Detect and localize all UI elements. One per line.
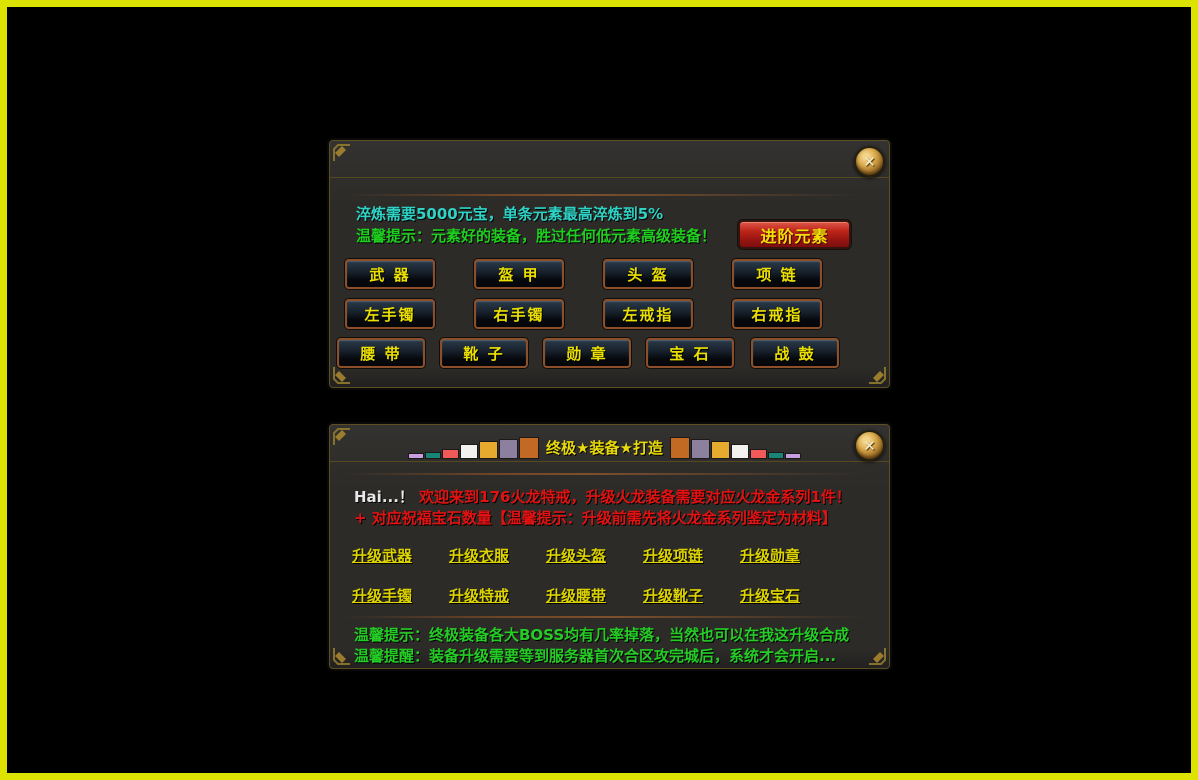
decor-block (409, 454, 424, 458)
slot-button-right-bracelet[interactable]: 右手镯 (474, 299, 564, 329)
bottom-tip-line1: 温馨提示：终极装备各大BOSS均有几率掉落，当然也可以在我这升级合成 (354, 626, 850, 644)
link-upgrade-belt[interactable]: 升级腰带 (546, 587, 607, 605)
corner-ornament-icon (869, 648, 886, 665)
decor-block (750, 450, 766, 458)
upgrade-panel-header: 终极★装备★打造 (330, 425, 889, 462)
decor-block (520, 438, 539, 458)
upgrade-panel: 终极★装备★打造 ✕ Hai...！ 欢迎来到176火龙特戒，升级火龙装备需要对… (329, 424, 890, 669)
slot-button-armor[interactable]: 盔 甲 (474, 259, 564, 289)
corner-ornament-icon (333, 648, 350, 665)
link-upgrade-medal[interactable]: 升级勋章 (740, 547, 801, 565)
decor-block (426, 453, 441, 458)
decor-block (500, 440, 518, 458)
decor-block (768, 453, 783, 458)
slot-button-necklace[interactable]: 项 链 (732, 259, 822, 289)
panel-title: 终极★装备★打造 (546, 439, 663, 457)
slot-button-medal[interactable]: 勋 章 (543, 338, 631, 368)
refine-panel-header (330, 141, 889, 178)
slot-button-belt[interactable]: 腰 带 (337, 338, 425, 368)
slot-button-boots[interactable]: 靴 子 (440, 338, 528, 368)
link-upgrade-specring[interactable]: 升级特戒 (449, 587, 510, 605)
link-upgrade-helmet[interactable]: 升级头盔 (546, 547, 607, 565)
divider (336, 194, 883, 196)
slot-button-helmet[interactable]: 头 盔 (603, 259, 693, 289)
decor-block (785, 454, 800, 458)
link-upgrade-boots[interactable]: 升级靴子 (643, 587, 704, 605)
decor-block (461, 445, 478, 458)
corner-ornament-icon (869, 367, 886, 384)
decor-block (731, 445, 748, 458)
advance-element-button[interactable]: 进阶元素 (738, 220, 851, 249)
title-decor-right (670, 438, 800, 458)
divider (336, 473, 883, 475)
welcome-line2: + 对应祝福宝石数量【温馨提示：升级前需先将火龙金系列鉴定为材料】 (354, 509, 837, 527)
slot-button-left-ring[interactable]: 左戒指 (603, 299, 693, 329)
corner-ornament-icon (333, 367, 350, 384)
slot-button-right-ring[interactable]: 右戒指 (732, 299, 822, 329)
close-icon[interactable]: ✕ (854, 430, 885, 461)
welcome-line: Hai...！ 欢迎来到176火龙特戒，升级火龙装备需要对应火龙金系列1件！ (354, 486, 851, 507)
decor-block (691, 440, 709, 458)
refine-tip-text: 温馨提示：元素好的装备，胜过任何低元素高级装备！ (356, 227, 717, 245)
welcome-prefix: Hai...！ (354, 488, 414, 506)
link-upgrade-clothes[interactable]: 升级衣服 (449, 547, 510, 565)
decor-block (711, 442, 729, 458)
slot-button-wardrum[interactable]: 战 鼓 (751, 338, 839, 368)
refine-panel: ✕ 淬炼需要5000元宝，单条元素最高淬炼到5% 温馨提示：元素好的装备，胜过任… (329, 140, 890, 388)
refine-info-text: 淬炼需要5000元宝，单条元素最高淬炼到5% (356, 205, 664, 223)
link-upgrade-bracelet[interactable]: 升级手镯 (352, 587, 413, 605)
close-icon[interactable]: ✕ (854, 146, 885, 177)
title-decor-left (409, 438, 539, 458)
link-upgrade-gem[interactable]: 升级宝石 (740, 587, 801, 605)
slot-button-weapon[interactable]: 武 器 (345, 259, 435, 289)
corner-ornament-icon (333, 428, 350, 445)
link-upgrade-necklace[interactable]: 升级项链 (643, 547, 704, 565)
decor-block (480, 442, 498, 458)
divider (336, 616, 883, 618)
decor-block (670, 438, 689, 458)
slot-button-left-bracelet[interactable]: 左手镯 (345, 299, 435, 329)
corner-ornament-icon (333, 144, 350, 161)
bottom-tip-line2: 温馨提醒：装备升级需要等到服务器首次合区攻完城后，系统才会开启... (354, 647, 837, 665)
link-upgrade-weapon[interactable]: 升级武器 (352, 547, 413, 565)
slot-button-gem[interactable]: 宝 石 (646, 338, 734, 368)
welcome-red-text: 欢迎来到176火龙特戒，升级火龙装备需要对应火龙金系列1件！ (419, 488, 851, 506)
decor-block (443, 450, 459, 458)
